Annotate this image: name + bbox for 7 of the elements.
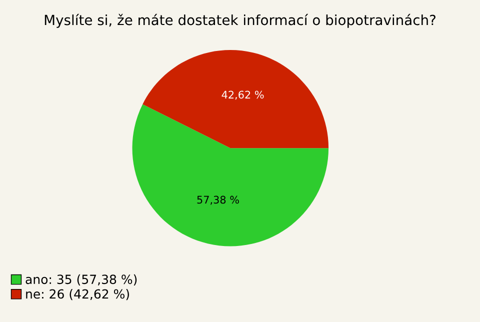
legend-label: ano: 35 (57,38 %) (26, 274, 137, 286)
data-label: 42,62 % (222, 90, 264, 100)
chart-title: Myslíte si, že máte dostatek informací o biopotravinách? (44, 14, 436, 28)
legend-label: ne: 26 (42,62 %) (26, 289, 129, 300)
data-label: 57,38 % (197, 196, 239, 205)
pie-slice (132, 104, 329, 246)
pie-slice (142, 50, 329, 148)
